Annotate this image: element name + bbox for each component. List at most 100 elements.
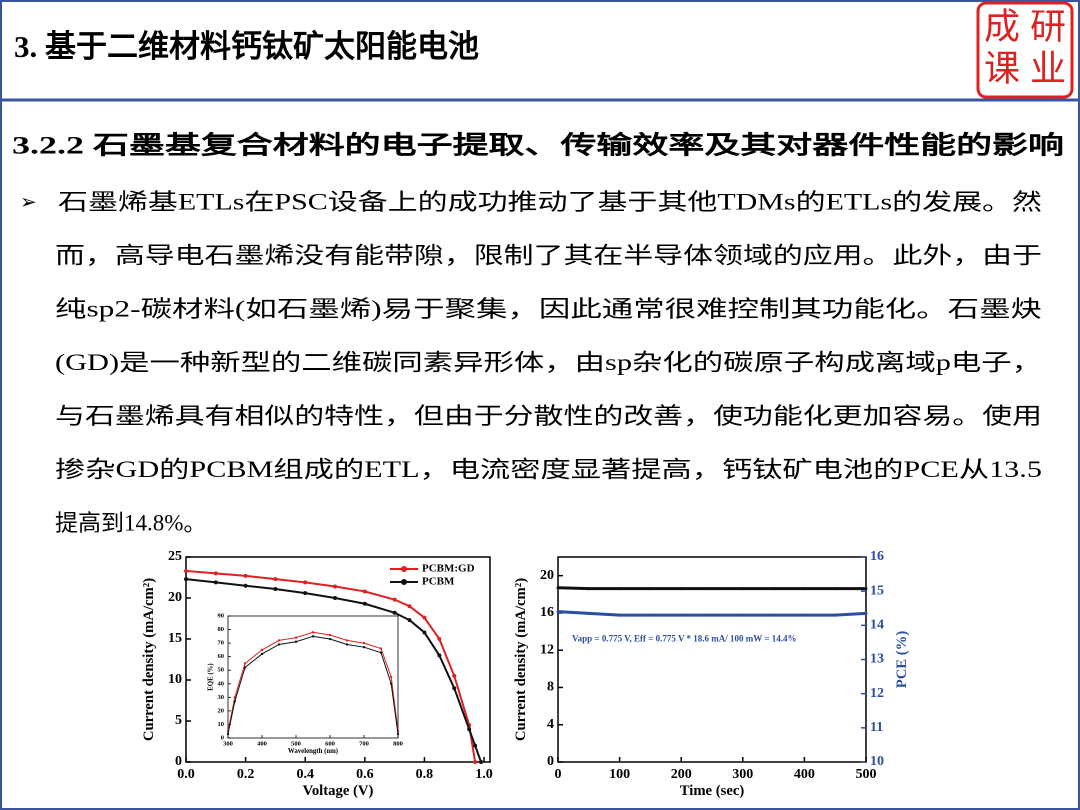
y-tick-label: 8 [547, 680, 554, 695]
logo-char: 业 [1030, 48, 1066, 88]
data-point [243, 666, 247, 669]
data-point [243, 573, 248, 578]
data-point [345, 643, 349, 646]
x-tick-label: 1.0 [475, 767, 493, 782]
data-point [233, 700, 236, 703]
data-point [392, 597, 397, 602]
x-axis-label: Voltage (V) [303, 783, 374, 799]
y-tick-label: 0 [221, 734, 224, 741]
data-point [864, 587, 868, 591]
data-point [473, 760, 478, 764]
data-point [328, 637, 332, 641]
data-point [345, 639, 349, 642]
y-tick-label: 90 [218, 612, 225, 619]
data-point [213, 571, 218, 576]
body-line: 石墨烯基ETLs在PSC设备上的成功推动了基于其他TDMs的ETLs的发展。然 [58, 189, 1042, 214]
x-tick-label: 0.8 [416, 767, 434, 782]
y2-tick-label: 13 [870, 652, 884, 667]
data-point [390, 675, 393, 679]
body-line: 纯sp2-碳材料(如石墨烯)易于聚集，因此通常很难控制其功能化。石墨炔 [55, 296, 1042, 321]
logo-char: 成 [984, 6, 1020, 46]
data-point [260, 652, 264, 656]
data-point [648, 587, 652, 591]
x-tick-label: 400 [257, 740, 267, 747]
data-point [710, 613, 714, 617]
data-point [362, 601, 367, 606]
data-point [311, 635, 315, 638]
y-tick-label: 10 [218, 721, 225, 728]
data-point [243, 662, 247, 665]
x-tick-label: 200 [671, 767, 692, 782]
data-point [311, 631, 315, 634]
y2-tick-label: 10 [870, 754, 884, 769]
x-tick-label: 100 [609, 767, 630, 782]
data-point [407, 604, 412, 609]
data-point [833, 587, 837, 591]
annotation: Vapp = 0.775 V, Eff = 0.775 V * 18.6 mA/… [572, 633, 797, 643]
x-tick-label: 400 [794, 767, 815, 782]
x-tick-label: 0.6 [356, 767, 374, 782]
y-axis-label: EQE (%) [208, 663, 215, 690]
x-tick-label: 0.4 [296, 767, 314, 782]
logo-frame [976, 1, 1074, 99]
x-tick-label: 0.0 [177, 767, 195, 782]
logo-char: 研 [1030, 6, 1066, 46]
y-axis-label: Current density (mA/cm²) [141, 578, 157, 741]
data-point [618, 613, 622, 617]
data-point [422, 615, 427, 620]
plot-frame [227, 615, 399, 739]
data-point [741, 613, 745, 617]
data-point [452, 673, 457, 678]
y-tick-label: 0 [547, 754, 554, 769]
data-point [294, 640, 298, 643]
data-point [260, 648, 264, 652]
data-point [333, 584, 338, 589]
y-tick-label: 12 [540, 642, 554, 657]
data-point [407, 618, 412, 623]
data-point [303, 580, 308, 585]
data-point [679, 613, 683, 617]
x-tick-label: 300 [732, 767, 753, 782]
y-tick-label: 4 [547, 717, 554, 732]
data-point [362, 641, 366, 645]
y2-tick-label: 16 [870, 549, 884, 564]
y-tick-label: 0 [175, 754, 182, 769]
y-tick-label: 10 [168, 672, 182, 687]
y-tick-label: 16 [540, 605, 554, 620]
body-line: 而，高导电石墨烯没有能带隙，限制了其在半导体领域的应用。此外，由于 [55, 243, 1042, 268]
data-point [184, 568, 188, 573]
data-point [277, 639, 281, 642]
section-title: 3.2.2 石墨基复合材料的电子提取、传输效率及其对器件性能的影响 [12, 131, 1064, 160]
body-line: 提高到14.8%。 [55, 510, 206, 535]
y-tick-label: 50 [218, 667, 225, 674]
x-tick-label: 800 [393, 740, 403, 747]
data-point [864, 611, 868, 615]
data-point [333, 596, 338, 600]
y-axis-label: Current density (mA/cm²) [513, 578, 529, 741]
plot-frame [557, 556, 867, 763]
data-point [802, 587, 806, 591]
data-point [587, 587, 591, 591]
data-point [390, 682, 393, 685]
data-point [437, 653, 442, 658]
data-point [772, 587, 776, 591]
data-point [294, 636, 298, 639]
x-tick-label: 500 [291, 740, 301, 747]
y-tick-label: 20 [218, 707, 225, 714]
body-line: 掺杂GD的PCBM组成的ETL，电流密度显著提高，钙钛矿电池的PCE从13.5 [55, 457, 1042, 482]
y2-tick-label: 12 [870, 686, 884, 701]
y-tick-label: 30 [218, 694, 225, 701]
y2-axis-label: PCE (%) [894, 631, 910, 689]
y-tick-label: 20 [168, 590, 182, 605]
body-line: (GD)是一种新型的二维碳同素异形体，由sp杂化的碳原子构成离域p电子， [55, 350, 1042, 375]
data-point [273, 577, 278, 582]
data-point [184, 577, 188, 582]
data-point [833, 613, 837, 617]
y-tick-label: 60 [218, 653, 225, 660]
data-point [473, 743, 478, 748]
x-tick-label: 500 [856, 767, 877, 782]
data-point [379, 647, 383, 650]
x-tick-label: 700 [359, 740, 369, 747]
